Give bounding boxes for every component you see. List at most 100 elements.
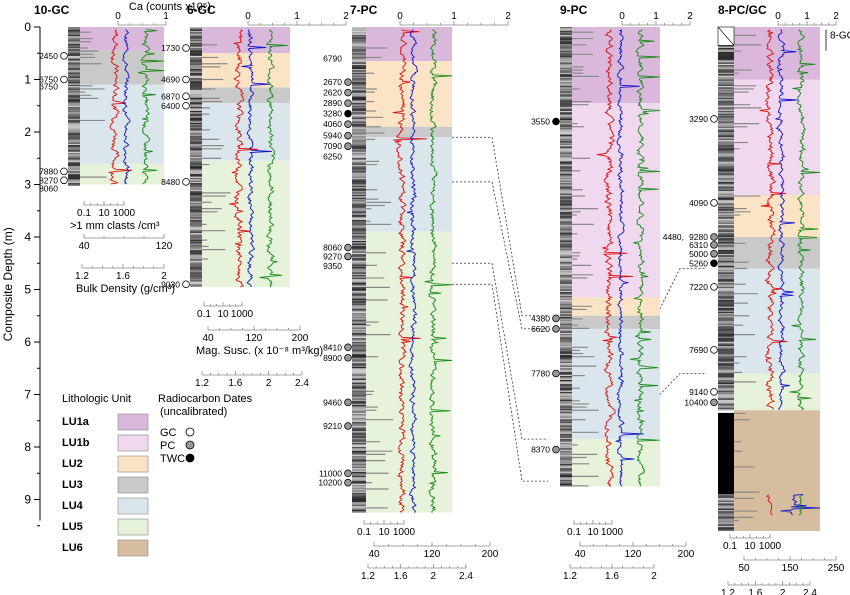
core-image-band <box>560 386 572 389</box>
core-image-band <box>190 263 202 265</box>
core-image-band <box>68 41 80 43</box>
core-image-band <box>718 72 734 75</box>
bulk-density-scale-label: 1.2 <box>563 571 577 582</box>
core-image-band <box>718 506 734 508</box>
core-image-band <box>68 160 80 163</box>
core-image-band <box>352 347 366 349</box>
core-image-band <box>190 71 202 74</box>
core-image-band <box>560 155 572 158</box>
core-image-band <box>68 74 80 76</box>
core-image-band <box>718 335 734 337</box>
core-image-band <box>560 181 572 184</box>
core-image-band <box>352 120 366 122</box>
core-image-band <box>190 258 202 260</box>
core-image-band <box>190 176 202 179</box>
date-marker-PC <box>344 353 352 362</box>
core-image-band <box>190 222 202 224</box>
core-image-band <box>560 294 572 297</box>
core-image-band <box>718 137 734 139</box>
core-image-band <box>718 323 734 326</box>
core-image-band <box>560 290 572 293</box>
core-image-band <box>560 474 572 476</box>
core-image-band <box>560 264 572 266</box>
core-image-band <box>718 126 734 129</box>
core-image-band <box>718 82 734 84</box>
core-image-band <box>68 176 80 179</box>
core-image-band <box>352 208 366 210</box>
core-image-band <box>352 34 366 37</box>
core-image-band <box>560 360 572 362</box>
core-image-band <box>560 394 572 396</box>
date-label: 9280 <box>689 232 708 242</box>
core-image-band <box>718 79 734 81</box>
unit-band-LU1a <box>202 27 290 54</box>
core-image-band <box>718 321 734 323</box>
core-image-band <box>68 96 80 98</box>
core-image-band <box>560 318 572 320</box>
core-image-band <box>352 462 366 465</box>
legend-unit-label: LU2 <box>62 458 83 470</box>
core-image-band <box>352 336 366 339</box>
core-image-band <box>68 59 80 62</box>
core-image-band <box>718 390 734 392</box>
core-image-band <box>68 79 80 81</box>
core-image-band <box>68 27 80 29</box>
core-image-band <box>560 133 572 135</box>
core-image-band <box>352 424 366 427</box>
core-image-band <box>190 76 202 79</box>
ca-scale-label: 2 <box>833 11 839 22</box>
date-marker-GC <box>182 92 190 101</box>
core-image-band <box>190 40 202 42</box>
core-image-band <box>560 344 572 347</box>
core-image-band <box>718 216 734 218</box>
core-image-band <box>718 104 734 106</box>
core-image-band <box>560 135 572 138</box>
core-image-band <box>352 386 366 389</box>
core-image-band <box>718 311 734 314</box>
core-image-band <box>352 276 366 278</box>
core-image-band <box>68 66 80 68</box>
core-image-band <box>352 504 366 507</box>
core-image-band <box>560 146 572 148</box>
core-image-band <box>718 259 734 261</box>
core-image-band <box>718 399 734 402</box>
core-image-band <box>718 235 734 238</box>
core-image-band <box>352 408 366 411</box>
core-image-band <box>352 202 366 205</box>
core-image-band <box>352 373 366 375</box>
core-image-band <box>190 126 202 129</box>
core-image-band <box>352 474 366 476</box>
core-image-band <box>718 200 734 202</box>
core-image-band <box>560 226 572 228</box>
core-image-band <box>352 423 366 425</box>
core-image-band <box>190 246 202 248</box>
core-image-band <box>718 48 734 50</box>
core-image-band <box>560 429 572 432</box>
core-image-band <box>190 282 202 285</box>
core-image-band <box>352 298 366 301</box>
mag-susc-scale-label: 200 <box>292 333 309 344</box>
core-image-band <box>718 244 734 247</box>
core-image-band <box>352 440 366 442</box>
core-image-band <box>718 107 734 109</box>
ca-scale-label: 2 <box>505 11 511 22</box>
core-image-band <box>560 482 572 484</box>
core-image-band <box>718 394 734 396</box>
core-image-band <box>718 385 734 387</box>
core-image-band <box>718 351 734 353</box>
core-image-band <box>718 360 734 362</box>
clast-scale-label: 1000 <box>759 541 782 552</box>
core-image-band <box>352 478 366 480</box>
core-image-band <box>190 121 202 123</box>
core-image-band <box>560 340 572 343</box>
legend-date-type-label: TWC <box>160 453 185 465</box>
core-image-band <box>718 201 734 203</box>
legend-swatch-LU1b <box>117 434 149 452</box>
core-image-band <box>190 41 202 43</box>
core-image-band <box>560 456 572 458</box>
bulk-density-scale: 1.2 1.6 2 <box>563 564 657 582</box>
core-image-band <box>190 285 202 287</box>
core-image-band <box>718 332 734 335</box>
core-image-band <box>560 389 572 391</box>
core-image-band <box>68 162 80 164</box>
